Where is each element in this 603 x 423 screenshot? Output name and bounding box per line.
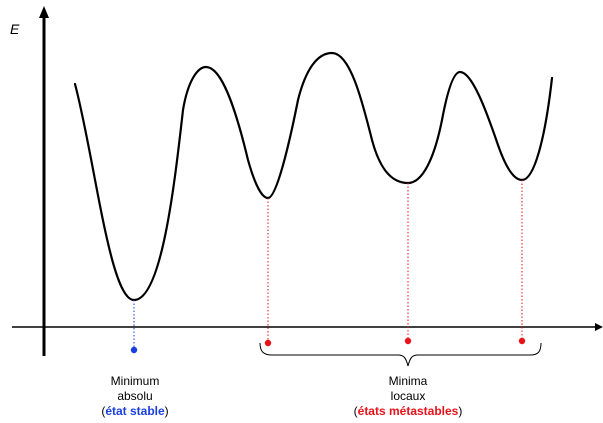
- stable-label-line3: (état stable): [101, 404, 168, 418]
- stable-paren-close: ): [165, 404, 169, 418]
- metastable-point-1: [264, 339, 272, 347]
- stable-paren-open: (: [101, 404, 105, 418]
- energy-curve: [73, 51, 554, 302]
- metastable-paren-close: ): [458, 404, 462, 418]
- metastable-label-line2: locaux: [391, 389, 426, 403]
- metastable-point-2: [404, 337, 412, 345]
- metastable-brace: [259, 342, 542, 367]
- x-axis-arrowhead: [595, 323, 603, 331]
- y-axis-arrowhead: [39, 6, 49, 18]
- stable-label-line2: absolu: [117, 389, 152, 403]
- metastable-label-line1: Minima: [389, 374, 428, 388]
- stable-label-line1: Minimum: [111, 374, 160, 388]
- y-axis-label: E: [10, 21, 20, 37]
- stable-point: [130, 346, 138, 354]
- metastable-paren-open: (: [354, 404, 358, 418]
- metastable-point-3: [518, 337, 526, 345]
- stable-emph: état stable: [105, 404, 165, 418]
- metastable-emph: états métastables: [358, 404, 459, 418]
- metastable-label-line3: (états métastables): [354, 404, 463, 418]
